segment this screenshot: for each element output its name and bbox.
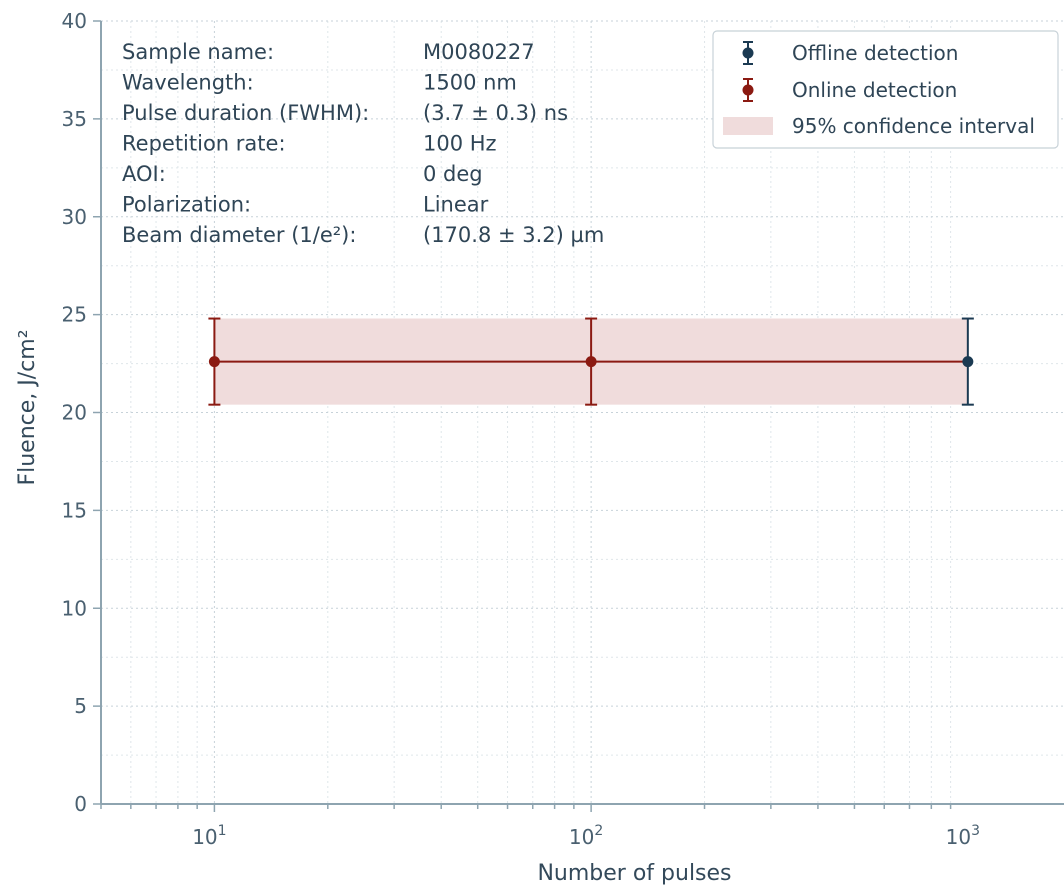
legend-label: Offline detection [792,41,958,65]
info-key: AOI: [122,162,166,186]
x-axis-label: Number of pulses [537,861,731,886]
marker [208,356,220,368]
legend-label: Online detection [792,78,957,102]
info-key: Sample name: [122,40,274,64]
legend-item: 95% confidence interval [723,114,1035,138]
legend-item: Online detection [742,78,957,102]
info-value: 0 deg [423,162,483,186]
data-marks [208,317,974,406]
legend-patch [723,117,773,135]
marker [585,356,597,368]
legend: Offline detection Online detection 95% con… [712,30,1059,149]
legend-marker [742,84,754,96]
y-tick-label: 40 [62,9,87,33]
y-tick-label: 5 [74,694,87,718]
data-point [208,317,221,406]
data-point [585,317,598,406]
info-key: Wavelength: [122,71,254,95]
axes: 0 5 10 15 20 25 30 35 40 101 102 103 [62,9,1064,849]
info-value: Linear [423,193,489,217]
y-tick-label: 20 [62,401,87,425]
info-value: 100 Hz [423,132,497,156]
info-key: Repetition rate: [122,132,286,156]
info-value: (170.8 ± 3.2) µm [423,223,604,247]
info-value: M0080227 [423,40,535,64]
x-tick-label: 102 [569,823,603,849]
x-tick-label: 103 [946,823,980,849]
info-key: Polarization: [122,193,251,217]
x-tick-label: 101 [192,823,226,849]
data-point [961,317,974,406]
legend-frame [712,30,1059,149]
info-key: Beam diameter (1/e²): [122,223,356,247]
y-tick-label: 30 [62,205,87,229]
legend-item: Offline detection [742,41,958,65]
info-value: (3.7 ± 0.3) ns [423,101,568,125]
legend-label: 95% confidence interval [792,114,1035,138]
y-axis-label: Fluence, J/cm² [15,329,40,485]
legend-marker [742,47,754,59]
marker [962,356,974,368]
y-tick-label: 15 [62,498,87,522]
y-tick-label: 0 [74,792,87,816]
info-key: Pulse duration (FWHM): [122,101,369,125]
info-block: Sample name: M0080227 Wavelength: 1500 nm Pu… [122,40,604,247]
y-tick-label: 10 [62,596,87,620]
y-tick-label: 35 [62,107,87,131]
info-value: 1500 nm [423,71,517,95]
y-tick-label: 25 [62,303,87,327]
